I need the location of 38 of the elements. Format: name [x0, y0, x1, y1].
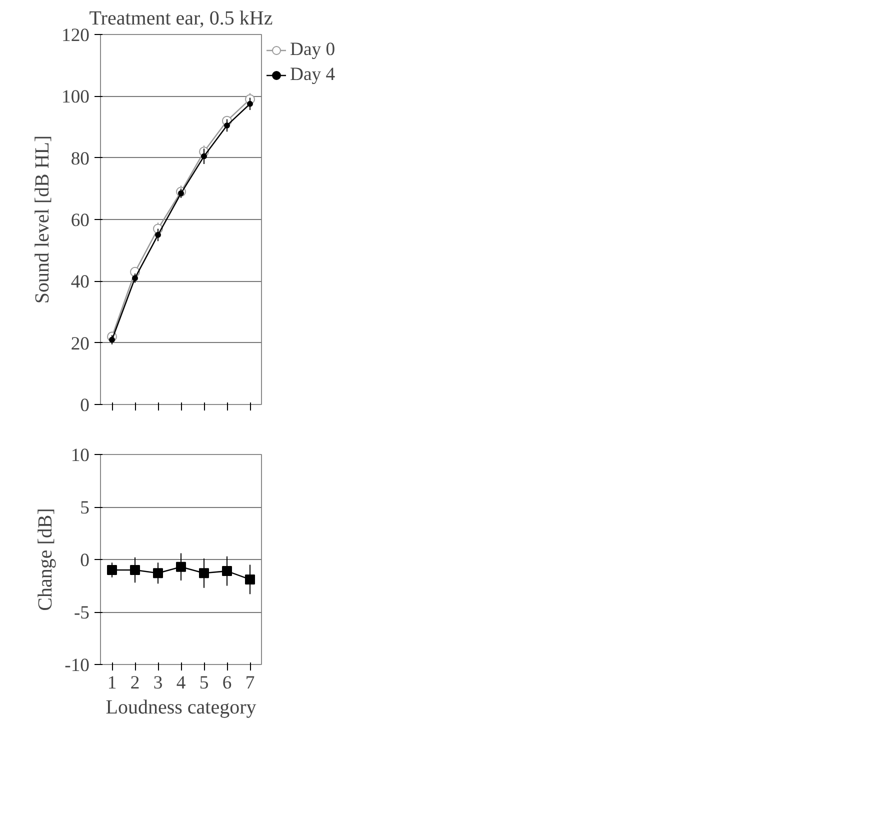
point	[130, 565, 140, 575]
y-tick-label: 40	[70, 272, 90, 293]
point	[107, 565, 117, 575]
chart-title: Treatment ear, 0.5 kHz	[89, 8, 273, 30]
point	[109, 336, 115, 343]
x-tick-label: 3	[153, 672, 163, 694]
y-tick-label: 0	[80, 395, 90, 416]
point	[199, 568, 209, 578]
point	[176, 562, 186, 572]
point	[201, 153, 207, 160]
x-tick-label: 2	[130, 672, 140, 694]
y-axis-title: Sound level [dB HL]	[32, 135, 54, 304]
x-tick-label: 7	[245, 672, 255, 694]
legend-label: Day 4	[290, 64, 336, 86]
y-axis-title: Change [dB]	[34, 508, 57, 611]
point	[132, 275, 138, 282]
point	[155, 232, 161, 238]
y-tick-label: 5	[80, 498, 90, 518]
y-tick-label: 100	[62, 86, 90, 108]
y-tick-label: 120	[62, 25, 90, 46]
x-tick-label: 1	[107, 672, 117, 694]
point	[224, 122, 230, 128]
y-tick-label: 80	[70, 148, 90, 170]
y-tick-label: 10	[70, 445, 90, 466]
point	[222, 566, 232, 576]
point	[247, 100, 253, 107]
y-tick-label: -5	[74, 602, 90, 624]
x-axis-title: Loudness category	[106, 696, 256, 718]
point	[153, 568, 163, 578]
y-tick-label: -10	[64, 655, 90, 676]
x-tick-label: 4	[176, 672, 186, 694]
y-tick-label: 0	[80, 550, 90, 571]
legend-label: Day 0	[290, 39, 336, 61]
x-tick-label: 5	[199, 672, 209, 694]
y-tick-label: 60	[70, 210, 90, 231]
y-tick-label: 20	[70, 333, 90, 354]
point	[245, 574, 255, 584]
x-tick-label: 6	[222, 672, 232, 694]
